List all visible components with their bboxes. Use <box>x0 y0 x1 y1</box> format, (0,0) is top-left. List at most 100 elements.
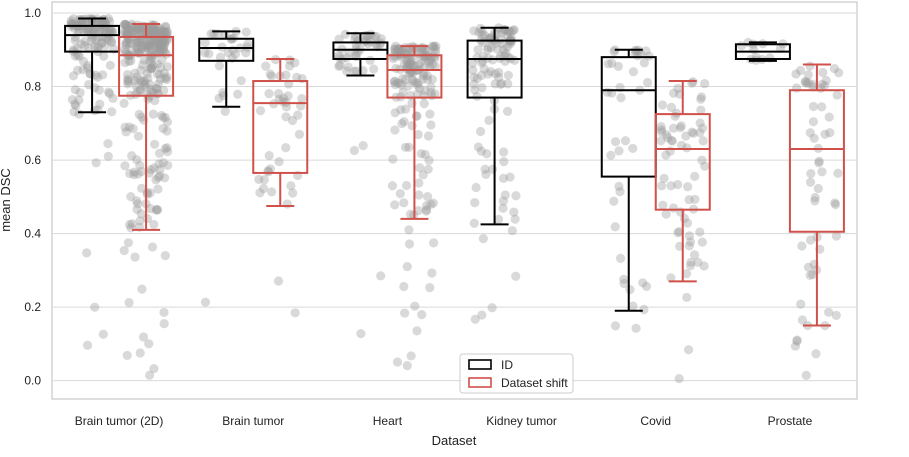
data-point <box>145 370 155 380</box>
data-point <box>805 128 815 138</box>
data-point <box>808 80 818 90</box>
data-point <box>402 64 412 74</box>
data-point <box>290 308 300 318</box>
data-point <box>137 284 147 294</box>
data-point <box>146 46 157 57</box>
data-point <box>156 26 166 36</box>
data-point <box>405 58 415 68</box>
data-point <box>100 41 110 51</box>
data-point <box>615 187 625 197</box>
data-point <box>143 43 153 53</box>
data-point <box>130 76 140 86</box>
data-point <box>155 74 166 84</box>
data-point <box>430 89 440 99</box>
data-point <box>418 71 429 81</box>
data-point <box>142 189 152 199</box>
data-point <box>814 156 824 166</box>
data-point <box>147 51 157 61</box>
data-point <box>682 143 692 153</box>
data-point <box>675 123 685 133</box>
box-id <box>466 26 523 226</box>
data-point <box>99 51 109 61</box>
data-point <box>267 71 277 81</box>
data-point <box>806 168 816 179</box>
data-point <box>161 74 172 85</box>
data-point <box>132 38 142 48</box>
data-point <box>154 148 165 158</box>
data-point <box>160 73 170 83</box>
data-point <box>123 79 133 89</box>
data-point <box>153 205 163 215</box>
data-point <box>661 209 671 219</box>
data-point <box>152 83 162 94</box>
legend-label-shift: Dataset shift <box>501 376 568 390</box>
data-point <box>503 70 513 80</box>
data-point <box>127 219 137 229</box>
data-point <box>153 79 163 89</box>
data-point <box>70 32 80 42</box>
data-point <box>90 42 100 52</box>
data-point <box>151 205 161 215</box>
data-point <box>162 143 172 153</box>
data-point <box>472 73 483 83</box>
data-point <box>159 307 169 318</box>
data-point <box>387 181 398 191</box>
data-point <box>120 19 130 30</box>
data-point <box>91 158 101 168</box>
data-point <box>82 26 92 36</box>
y-tick-label: 0.8 <box>24 80 41 94</box>
data-point <box>91 70 101 80</box>
data-point <box>281 143 291 153</box>
data-point <box>105 24 115 35</box>
data-point <box>137 27 147 37</box>
data-point <box>283 91 293 101</box>
data-point <box>121 127 131 137</box>
data-point <box>418 170 428 180</box>
data-point <box>503 26 514 37</box>
data-point <box>120 161 130 171</box>
data-point <box>127 45 137 55</box>
data-point <box>126 56 136 66</box>
data-point <box>82 248 92 258</box>
data-point <box>696 94 706 104</box>
data-point <box>241 48 251 58</box>
data-point <box>792 335 802 345</box>
data-point <box>149 87 159 97</box>
data-point <box>426 54 436 64</box>
data-point <box>150 96 160 106</box>
data-point <box>66 16 76 26</box>
data-point <box>132 37 142 47</box>
data-point <box>142 68 152 79</box>
data-point <box>500 190 510 200</box>
data-point <box>290 58 300 68</box>
data-point <box>162 72 172 82</box>
data-point <box>123 238 134 248</box>
data-point <box>422 200 432 211</box>
data-point <box>158 26 169 36</box>
data-point <box>124 56 134 66</box>
data-point <box>506 27 516 37</box>
data-point <box>820 80 830 91</box>
data-point <box>641 46 651 56</box>
data-point <box>666 273 676 283</box>
x-tick-labels: Brain tumor (2D) Brain tumor Heart Kidney t… <box>75 414 813 428</box>
data-point <box>263 167 273 177</box>
data-point <box>416 149 426 159</box>
data-point <box>157 39 167 50</box>
data-point <box>98 329 108 339</box>
box-shift <box>118 23 175 231</box>
data-point <box>265 69 275 79</box>
data-point <box>148 28 158 38</box>
data-point <box>126 192 136 202</box>
data-point <box>91 35 101 45</box>
data-point <box>94 85 104 95</box>
data-point <box>155 171 165 181</box>
data-point <box>104 24 114 34</box>
data-point <box>425 109 435 119</box>
data-point <box>389 77 400 87</box>
data-point <box>402 361 412 371</box>
data-point <box>496 79 506 90</box>
data-point <box>677 140 687 150</box>
data-point <box>502 42 512 52</box>
data-point <box>427 41 438 51</box>
